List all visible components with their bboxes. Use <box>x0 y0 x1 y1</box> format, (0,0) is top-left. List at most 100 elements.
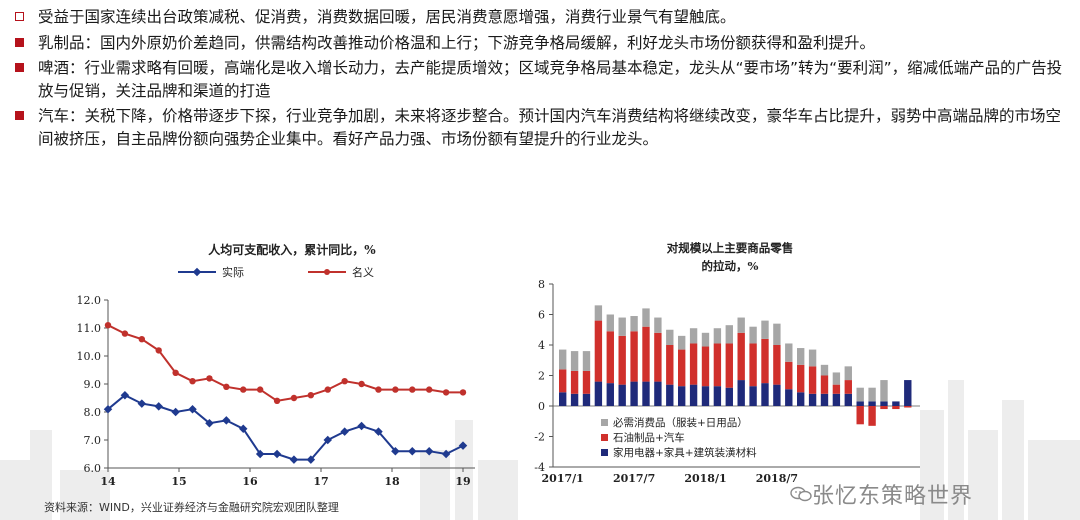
bar-segment <box>868 387 876 402</box>
bar-segment <box>844 393 852 406</box>
data-point <box>104 322 112 329</box>
data-point <box>223 383 230 390</box>
data-point <box>189 378 196 385</box>
bar-segment <box>559 369 567 393</box>
bar-segment <box>820 375 829 394</box>
bar-segment <box>630 331 638 382</box>
bar-segment <box>701 346 710 387</box>
bar-segment <box>797 364 805 393</box>
y-tick-label: -4 <box>534 461 545 474</box>
x-tick-label: 15 <box>171 475 186 488</box>
x-tick-label: 2017/7 <box>613 472 655 485</box>
bar-segment <box>594 320 603 382</box>
filled-square-icon <box>15 111 24 120</box>
bar-segment <box>761 320 769 339</box>
data-point <box>357 421 366 431</box>
wechat-icon <box>790 486 812 502</box>
bar-segment <box>797 348 805 365</box>
x-tick-label: 2018/1 <box>684 472 726 485</box>
bar-segment <box>820 364 829 376</box>
bar-segment <box>570 370 579 394</box>
data-point <box>323 435 333 445</box>
bar-segment <box>666 345 674 385</box>
bar-segment <box>701 332 710 347</box>
bar-segment <box>678 335 686 350</box>
x-tick-label: 18 <box>384 475 400 488</box>
bar-segment <box>559 392 567 406</box>
data-point <box>409 386 416 393</box>
data-point <box>172 369 179 376</box>
data-point <box>341 378 348 385</box>
bar-segment <box>630 381 638 406</box>
legend-label: 家用电器+家具+建筑装潢材料 <box>613 446 757 459</box>
bar-segment <box>868 401 876 406</box>
data-point <box>392 386 399 393</box>
bar-segment <box>832 384 841 394</box>
bar-segment <box>880 380 888 402</box>
chart-title: 对规模以上主要商品零售 <box>667 241 794 255</box>
bar-segment <box>749 386 757 406</box>
data-point <box>441 449 451 459</box>
x-tick-label: 17 <box>313 475 328 488</box>
bar-segment <box>761 383 769 406</box>
y-tick-label: 2 <box>538 370 545 383</box>
bullet-item: 受益于国家连续出台政策减税、促消费，消费数据回暖，居民消费意愿增强，消费行业景气… <box>14 6 1064 29</box>
data-point <box>442 389 450 396</box>
bar-segment <box>642 308 650 327</box>
bullet-text: 受益于国家连续出台政策减税、促消费，消费数据回暖，居民消费意愿增强，消费行业景气… <box>38 8 736 26</box>
bullet-item: 乳制品：国内外原奶价差趋同，供需结构改善推动价格温和上行；下游竞争格局缓解，利好… <box>14 32 1064 55</box>
bullet-text: 啤酒：行业需求略有回暖，高端化是收入增长动力，去产能提质增效；区域竞争格局基本稳… <box>38 59 1063 100</box>
bar-segment <box>737 380 745 406</box>
bar-segment <box>844 366 852 381</box>
bar-segment <box>642 381 650 406</box>
bar-segment <box>713 328 722 344</box>
legend-marker <box>324 269 330 275</box>
bullet-list: 受益于国家连续出台政策减税、促消费，消费数据回暖，居民消费意愿增强，消费行业景气… <box>14 6 1064 153</box>
data-point <box>238 424 248 434</box>
data-point <box>424 446 434 456</box>
legend-label: 必需消费品（服装+日用品） <box>613 416 748 429</box>
data-point <box>188 404 197 414</box>
bar-segment <box>559 349 567 370</box>
series-line <box>107 324 463 402</box>
bar-segment <box>654 332 662 382</box>
legend-label: 石油制品+汽车 <box>613 431 685 444</box>
data-point <box>205 418 214 428</box>
bar-segment <box>689 328 698 344</box>
data-point <box>290 394 298 402</box>
bar-segment <box>832 393 841 406</box>
data-point <box>240 386 247 393</box>
filled-square-icon <box>15 63 24 72</box>
hollow-square-icon <box>15 12 24 21</box>
bar-segment <box>832 372 841 385</box>
y-tick-label: 6 <box>538 309 545 322</box>
watermark-text: 张忆东策略世界 <box>812 484 974 509</box>
bar-segment <box>618 317 626 336</box>
bar-segment <box>701 386 710 406</box>
income-line-chart: 人均可支配收入，累计同比，% 实际 名义 6.0 7.0 8.0 9.0 10.0 11.0 12… <box>77 242 475 488</box>
y-tick-label: 10.0 <box>77 350 102 363</box>
source-note: 资料来源：WIND，兴业证券经济与金融研究院宏观团队整理 <box>44 501 339 514</box>
y-tick-label: -2 <box>534 431 545 444</box>
bar-segment <box>737 317 745 333</box>
legend-swatch <box>601 434 608 441</box>
bar-segment <box>689 343 698 385</box>
data-point <box>273 397 281 404</box>
y-tick-label: 9.0 <box>84 378 102 391</box>
bar-segment <box>725 325 733 344</box>
x-tick-label: 16 <box>242 475 258 488</box>
bar-segment <box>594 305 603 321</box>
bar-segment <box>678 386 686 406</box>
bar-segment <box>725 343 733 388</box>
y-tick-label: 0 <box>538 400 545 413</box>
data-point <box>206 375 213 382</box>
legend-label: 实际 <box>222 265 244 279</box>
y-tick-label: 12.0 <box>77 294 102 307</box>
legend-swatch <box>601 419 608 426</box>
data-point <box>154 402 163 411</box>
data-point <box>374 427 383 436</box>
series-line <box>107 394 464 461</box>
bar-segment <box>606 314 614 332</box>
data-point <box>375 386 382 393</box>
